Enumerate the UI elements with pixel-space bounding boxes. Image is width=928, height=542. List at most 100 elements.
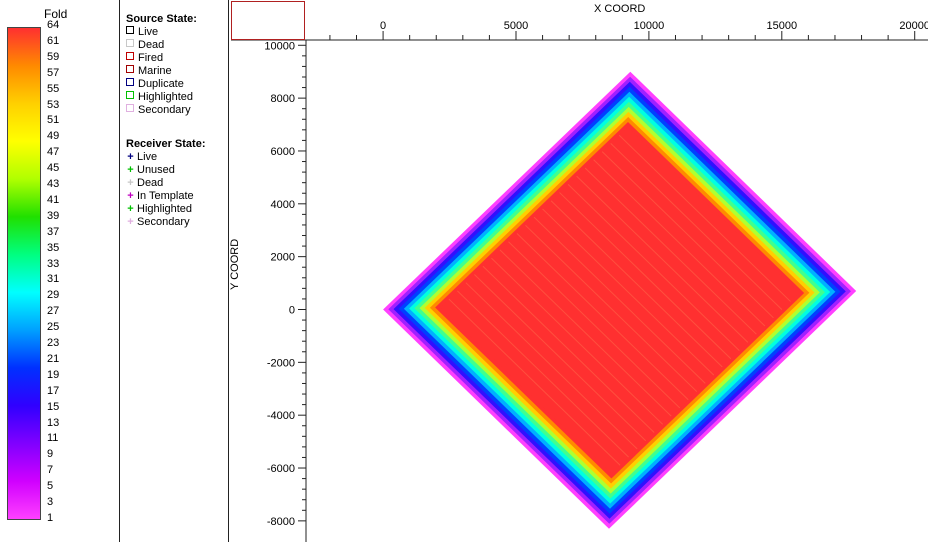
fold-stripe-line [618, 134, 791, 302]
y-tick-label: -4000 [267, 410, 295, 422]
fold-tick-label: 3 [47, 496, 54, 508]
fold-stripe-line [559, 192, 732, 360]
legend-item: Fired [126, 52, 163, 64]
fold-stripe-line [508, 241, 681, 409]
square-marker-icon [126, 78, 134, 86]
y-tick-label: -6000 [267, 463, 295, 475]
fold-tick-label: 53 [47, 98, 60, 111]
fold-tick-label: 23 [47, 337, 60, 349]
x-tick-label: 20000 [899, 20, 928, 32]
fold-stripe-line [491, 257, 664, 425]
y-tick-label: 0 [289, 304, 295, 316]
plus-marker-icon: + [127, 190, 134, 202]
plus-marker-icon: + [127, 216, 134, 228]
legend-item-label: Marine [138, 65, 172, 77]
x-tick-label: 15000 [767, 20, 798, 32]
fold-tick-label: 59 [47, 50, 60, 63]
fold-stripe-line [593, 159, 766, 327]
fold-tick-label: 17 [47, 384, 60, 397]
y-tick-label: 2000 [271, 252, 295, 264]
y-tick-label: 10000 [264, 40, 295, 52]
fold-stripe-line [465, 282, 638, 450]
fold-tick-label: 61 [47, 34, 60, 47]
legend-item: Duplicate [126, 78, 184, 90]
fold-tick-label: 9 [47, 448, 54, 461]
fold-stripe-line [542, 208, 715, 376]
square-marker-icon [126, 104, 134, 112]
fold-stripe-line [550, 200, 723, 368]
y-tick-label: 8000 [271, 93, 295, 105]
fold-tick-label: 49 [47, 130, 60, 143]
panel-divider [228, 0, 229, 542]
x-tick-label: 5000 [504, 20, 528, 32]
fold-tick-label: 7 [47, 464, 54, 477]
fold-tick-label: 57 [47, 66, 60, 79]
fold-scale-title: Fold [44, 7, 68, 21]
fold-tick-label: 55 [47, 82, 60, 95]
state-legend: Source State: Live Dead Fired Marine Duplica… [122, 0, 227, 542]
fold-scale-panel: Fold 64 61 59 57 55 53 51 49 47 45 43 41 39 37 35 33 31 2… [0, 0, 118, 542]
fold-stripe-line [525, 224, 698, 392]
panel-divider [119, 0, 120, 542]
plus-marker-icon: + [127, 177, 134, 189]
legend-item: Marine [126, 65, 172, 77]
fold-stripe-line [533, 216, 706, 384]
fold-tick-label: 51 [47, 114, 60, 127]
legend-item-label: Unused [137, 164, 175, 176]
x-axis-title: X COORD [594, 3, 646, 15]
fold-tick-label: 64 [47, 19, 60, 31]
fold-tick-label: 21 [47, 352, 60, 365]
plus-marker-icon: + [127, 151, 134, 163]
legend-item: Live [126, 26, 158, 38]
fold-stripe-line [584, 167, 757, 335]
fold-stripe-line [499, 249, 672, 417]
receiver-state-heading: Receiver State: [126, 138, 206, 150]
square-marker-icon [126, 26, 134, 34]
fold-tick-label: 25 [47, 321, 60, 334]
fold-tick-label: 11 [47, 432, 59, 445]
fold-tick-label: 39 [47, 209, 60, 222]
y-tick-label: -2000 [267, 357, 295, 369]
fold-stripe-line [474, 274, 647, 442]
legend-item: Secondary [126, 104, 191, 116]
fold-stripe-line [457, 290, 629, 458]
fold-tick-label: 31 [47, 273, 60, 286]
fold-stripe-line [448, 298, 621, 466]
fold-tick-label: 29 [47, 289, 60, 302]
y-tick-label: 6000 [271, 146, 295, 158]
fold-tick-label: 13 [47, 416, 60, 429]
square-marker-icon [126, 52, 134, 60]
legend-item: + Dead [126, 177, 163, 189]
fold-stripe-line [516, 233, 689, 401]
legend-item-label: Dead [138, 39, 165, 51]
fold-stripe-line [576, 175, 749, 343]
y-axis-title: Y COORD [229, 238, 241, 290]
legend-item: + Secondary [126, 216, 189, 228]
fold-color-bar [7, 27, 41, 520]
fold-tick-label: 37 [47, 225, 60, 238]
fold-stripe-line [567, 184, 740, 351]
legend-item: + Unused [126, 164, 175, 176]
square-marker-icon [126, 39, 134, 47]
fold-tick-label: 5 [47, 480, 54, 493]
legend-item-label: Secondary [138, 104, 191, 116]
legend-item-label: Highlighted [137, 203, 193, 215]
square-marker-icon [126, 91, 134, 99]
square-marker-icon [126, 65, 134, 73]
legend-item-label: Live [137, 151, 158, 163]
fold-tick-label: 1 [47, 511, 54, 524]
legend-item-label: Highlighted [138, 91, 194, 103]
fold-tick-label: 45 [47, 162, 60, 175]
y-tick-label: 4000 [271, 199, 295, 211]
legend-item: + In Template [126, 190, 193, 202]
legend-item-label: Live [138, 26, 159, 38]
axis-corner-box [231, 1, 305, 40]
legend-item-label: Duplicate [138, 78, 184, 90]
y-tick-label: -8000 [267, 516, 295, 528]
fold-tick-label: 47 [47, 146, 60, 159]
legend-item: Dead [126, 39, 164, 51]
fold-stripe-line [610, 143, 783, 310]
fold-tick-label: 33 [47, 257, 60, 270]
source-state-heading: Source State: [126, 13, 197, 25]
